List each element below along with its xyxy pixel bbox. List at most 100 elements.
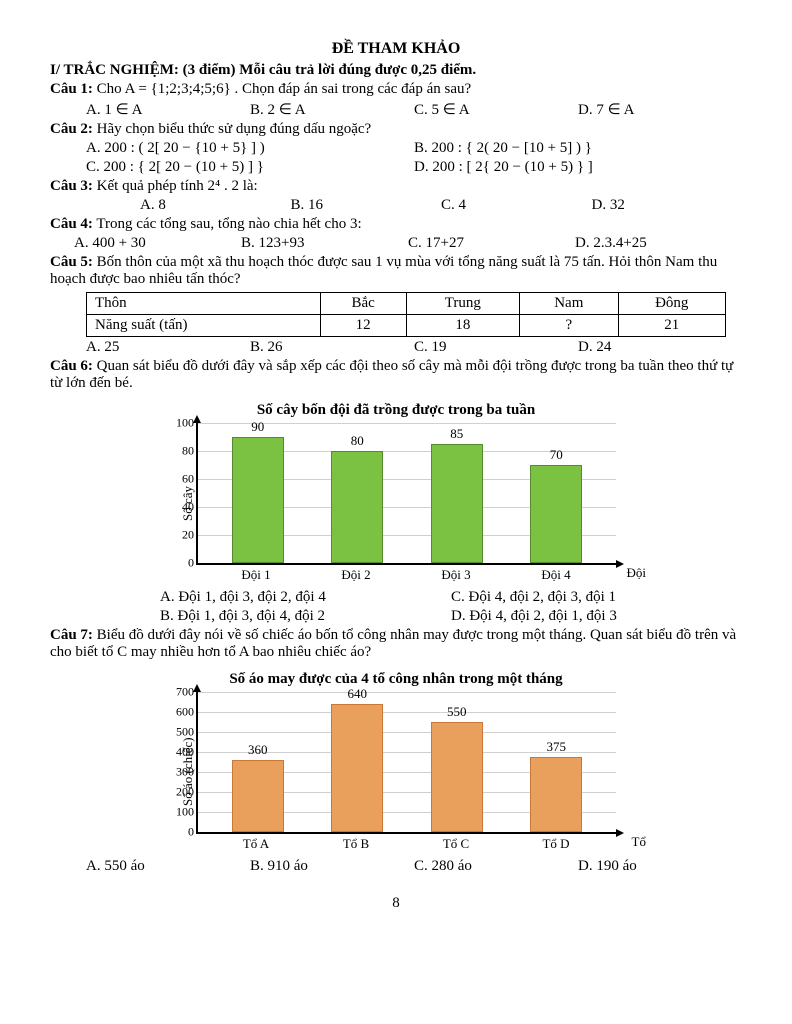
q1-opt-a: A. 1 ∈ A xyxy=(86,100,250,119)
q2-text: Hãy chọn biểu thức sử dụng đúng dấu ngoặ… xyxy=(97,121,372,137)
q7-opt-d: D. 190 áo xyxy=(578,858,742,875)
q7-chart-title: Số áo may được của 4 tổ công nhân trong … xyxy=(176,671,616,688)
q5-opt-a: A. 25 xyxy=(86,339,250,356)
q4-opt-d: D. 2.3.4+25 xyxy=(575,235,742,252)
ytick: 400 xyxy=(164,745,194,760)
q2-opt-d: D. 200 : [ 2{ 20 − (10 + 5) } ] xyxy=(414,159,742,176)
xlabel: Đội 3 xyxy=(426,567,486,583)
table-cell: Thôn xyxy=(87,293,321,315)
q7-label: Câu 7: xyxy=(50,627,93,643)
q6-chart: Số cây bốn đội đã trồng được trong ba tu… xyxy=(176,402,616,583)
q4-opt-a: A. 400 + 30 xyxy=(74,235,241,252)
q5-opt-d: D. 24 xyxy=(578,339,742,356)
q7-opt-a: A. 550 áo xyxy=(86,858,250,875)
q3-opt-d: D. 32 xyxy=(592,197,743,214)
q7-chart: Số áo may được của 4 tổ công nhân trong … xyxy=(176,671,616,852)
table-cell: Nam xyxy=(520,293,619,315)
q7-text: Biểu đồ dưới đây nói về số chiếc áo bốn … xyxy=(50,627,736,660)
q7-xlabels: Tổ A Tổ B Tổ C Tổ D xyxy=(196,834,616,852)
q5-label: Câu 5: xyxy=(50,254,93,270)
q7-opt-b: B. 910 áo xyxy=(250,858,414,875)
q5-table: Thôn Bắc Trung Nam Đông Năng suất (tấn) … xyxy=(86,292,726,337)
bar-value: 85 xyxy=(450,426,463,442)
doc-title: ĐỀ THAM KHẢO xyxy=(50,40,742,58)
table-cell: Trung xyxy=(406,293,519,315)
q5-opt-c: C. 19 xyxy=(414,339,578,356)
table-cell: Bắc xyxy=(320,293,406,315)
bar xyxy=(232,760,284,832)
ytick: 700 xyxy=(164,685,194,700)
xlabel: Đội 2 xyxy=(326,567,386,583)
bar xyxy=(232,437,284,563)
section-heading: I/ TRẮC NGHIỆM: (3 điểm) Mỗi câu trả lời… xyxy=(50,62,742,79)
q6-chart-title: Số cây bốn đội đã trồng được trong ba tu… xyxy=(176,402,616,419)
ytick: 100 xyxy=(164,805,194,820)
bar xyxy=(431,444,483,563)
table-cell: Đông xyxy=(618,293,725,315)
xlabel: Tổ B xyxy=(326,836,386,852)
table-cell: 18 xyxy=(406,315,519,337)
q6-label: Câu 6: xyxy=(50,358,93,374)
question-6: Câu 6: Quan sát biểu đồ dưới đây và sắp … xyxy=(50,358,742,392)
q3-opt-b: B. 16 xyxy=(291,197,442,214)
question-7: Câu 7: Biểu đồ dưới đây nói về số chiếc … xyxy=(50,627,742,661)
ytick: 200 xyxy=(164,785,194,800)
table-cell: ? xyxy=(520,315,619,337)
q2-opt-b: B. 200 : { 2( 20 − [10 + 5] ) } xyxy=(414,140,742,157)
bar xyxy=(530,757,582,832)
q6-opt-b: B. Đội 1, đội 3, đội 4, đội 2 xyxy=(160,608,451,625)
ytick: 100 xyxy=(164,416,194,431)
q4-text: Trong các tổng sau, tổng nào chia hết ch… xyxy=(96,216,361,232)
ytick: 500 xyxy=(164,725,194,740)
q6-opt-a: A. Đội 1, đội 3, đội 2, đội 4 xyxy=(160,589,451,606)
ytick: 20 xyxy=(164,528,194,543)
bar-value: 90 xyxy=(251,419,264,435)
q6-opt-c: C. Đội 4, đội 2, đội 3, đội 1 xyxy=(451,589,742,606)
ytick: 60 xyxy=(164,472,194,487)
question-4: Câu 4: Trong các tổng sau, tổng nào chia… xyxy=(50,216,742,233)
ytick: 600 xyxy=(164,705,194,720)
q3-text: Kết quả phép tính 2⁴ . 2 là: xyxy=(97,178,258,194)
ytick: 300 xyxy=(164,765,194,780)
xlabel: Tổ C xyxy=(426,836,486,852)
q4-opt-c: C. 17+27 xyxy=(408,235,575,252)
q2-opt-a: A. 200 : ( 2[ 20 − {10 + 5} ] ) xyxy=(86,140,414,157)
ytick: 80 xyxy=(164,444,194,459)
q7-plot: Tổ 0100200300400500600700360640550375 xyxy=(196,692,616,834)
q1-opt-c: C. 5 ∈ A xyxy=(414,100,578,119)
ytick: 0 xyxy=(164,825,194,840)
q1-opt-b: B. 2 ∈ A xyxy=(250,100,414,119)
q5-opt-b: B. 26 xyxy=(250,339,414,356)
question-3: Câu 3: Kết quả phép tính 2⁴ . 2 là: xyxy=(50,178,742,195)
arrow-icon xyxy=(616,829,624,837)
page-number: 8 xyxy=(50,895,742,912)
question-2: Câu 2: Hãy chọn biểu thức sử dụng đúng d… xyxy=(50,121,742,138)
q1-label: Câu 1: xyxy=(50,81,93,97)
q7-xlabel: Tổ xyxy=(632,834,646,850)
table-cell: 12 xyxy=(320,315,406,337)
q6-text: Quan sát biểu đồ dưới đây và sắp xếp các… xyxy=(50,358,733,391)
arrow-icon xyxy=(616,560,624,568)
q6-opt-d: D. Đội 4, đội 2, đội 1, đội 3 xyxy=(451,608,742,625)
q6-xlabels: Đội 1 Đội 2 Đội 3 Đội 4 xyxy=(196,565,616,583)
bar-value: 550 xyxy=(447,704,467,720)
bar-value: 360 xyxy=(248,742,268,758)
xlabel: Tổ A xyxy=(226,836,286,852)
q5-text: Bốn thôn của một xã thu hoạch thóc được … xyxy=(50,254,717,287)
q2-label: Câu 2: xyxy=(50,121,93,137)
bar-value: 80 xyxy=(351,433,364,449)
q4-label: Câu 4: xyxy=(50,216,93,232)
q6-plot: Đội 02040608010090808570 xyxy=(196,423,616,565)
xlabel: Đội 1 xyxy=(226,567,286,583)
bar-value: 640 xyxy=(348,686,368,702)
q3-opt-a: A. 8 xyxy=(140,197,291,214)
question-5: Câu 5: Bốn thôn của một xã thu hoạch thó… xyxy=(50,254,742,288)
table-cell: 21 xyxy=(618,315,725,337)
bar xyxy=(431,722,483,832)
xlabel: Tổ D xyxy=(526,836,586,852)
q4-opt-b: B. 123+93 xyxy=(241,235,408,252)
q3-opt-c: C. 4 xyxy=(441,197,592,214)
ytick: 0 xyxy=(164,556,194,571)
q3-label: Câu 3: xyxy=(50,178,93,194)
xlabel: Đội 4 xyxy=(526,567,586,583)
